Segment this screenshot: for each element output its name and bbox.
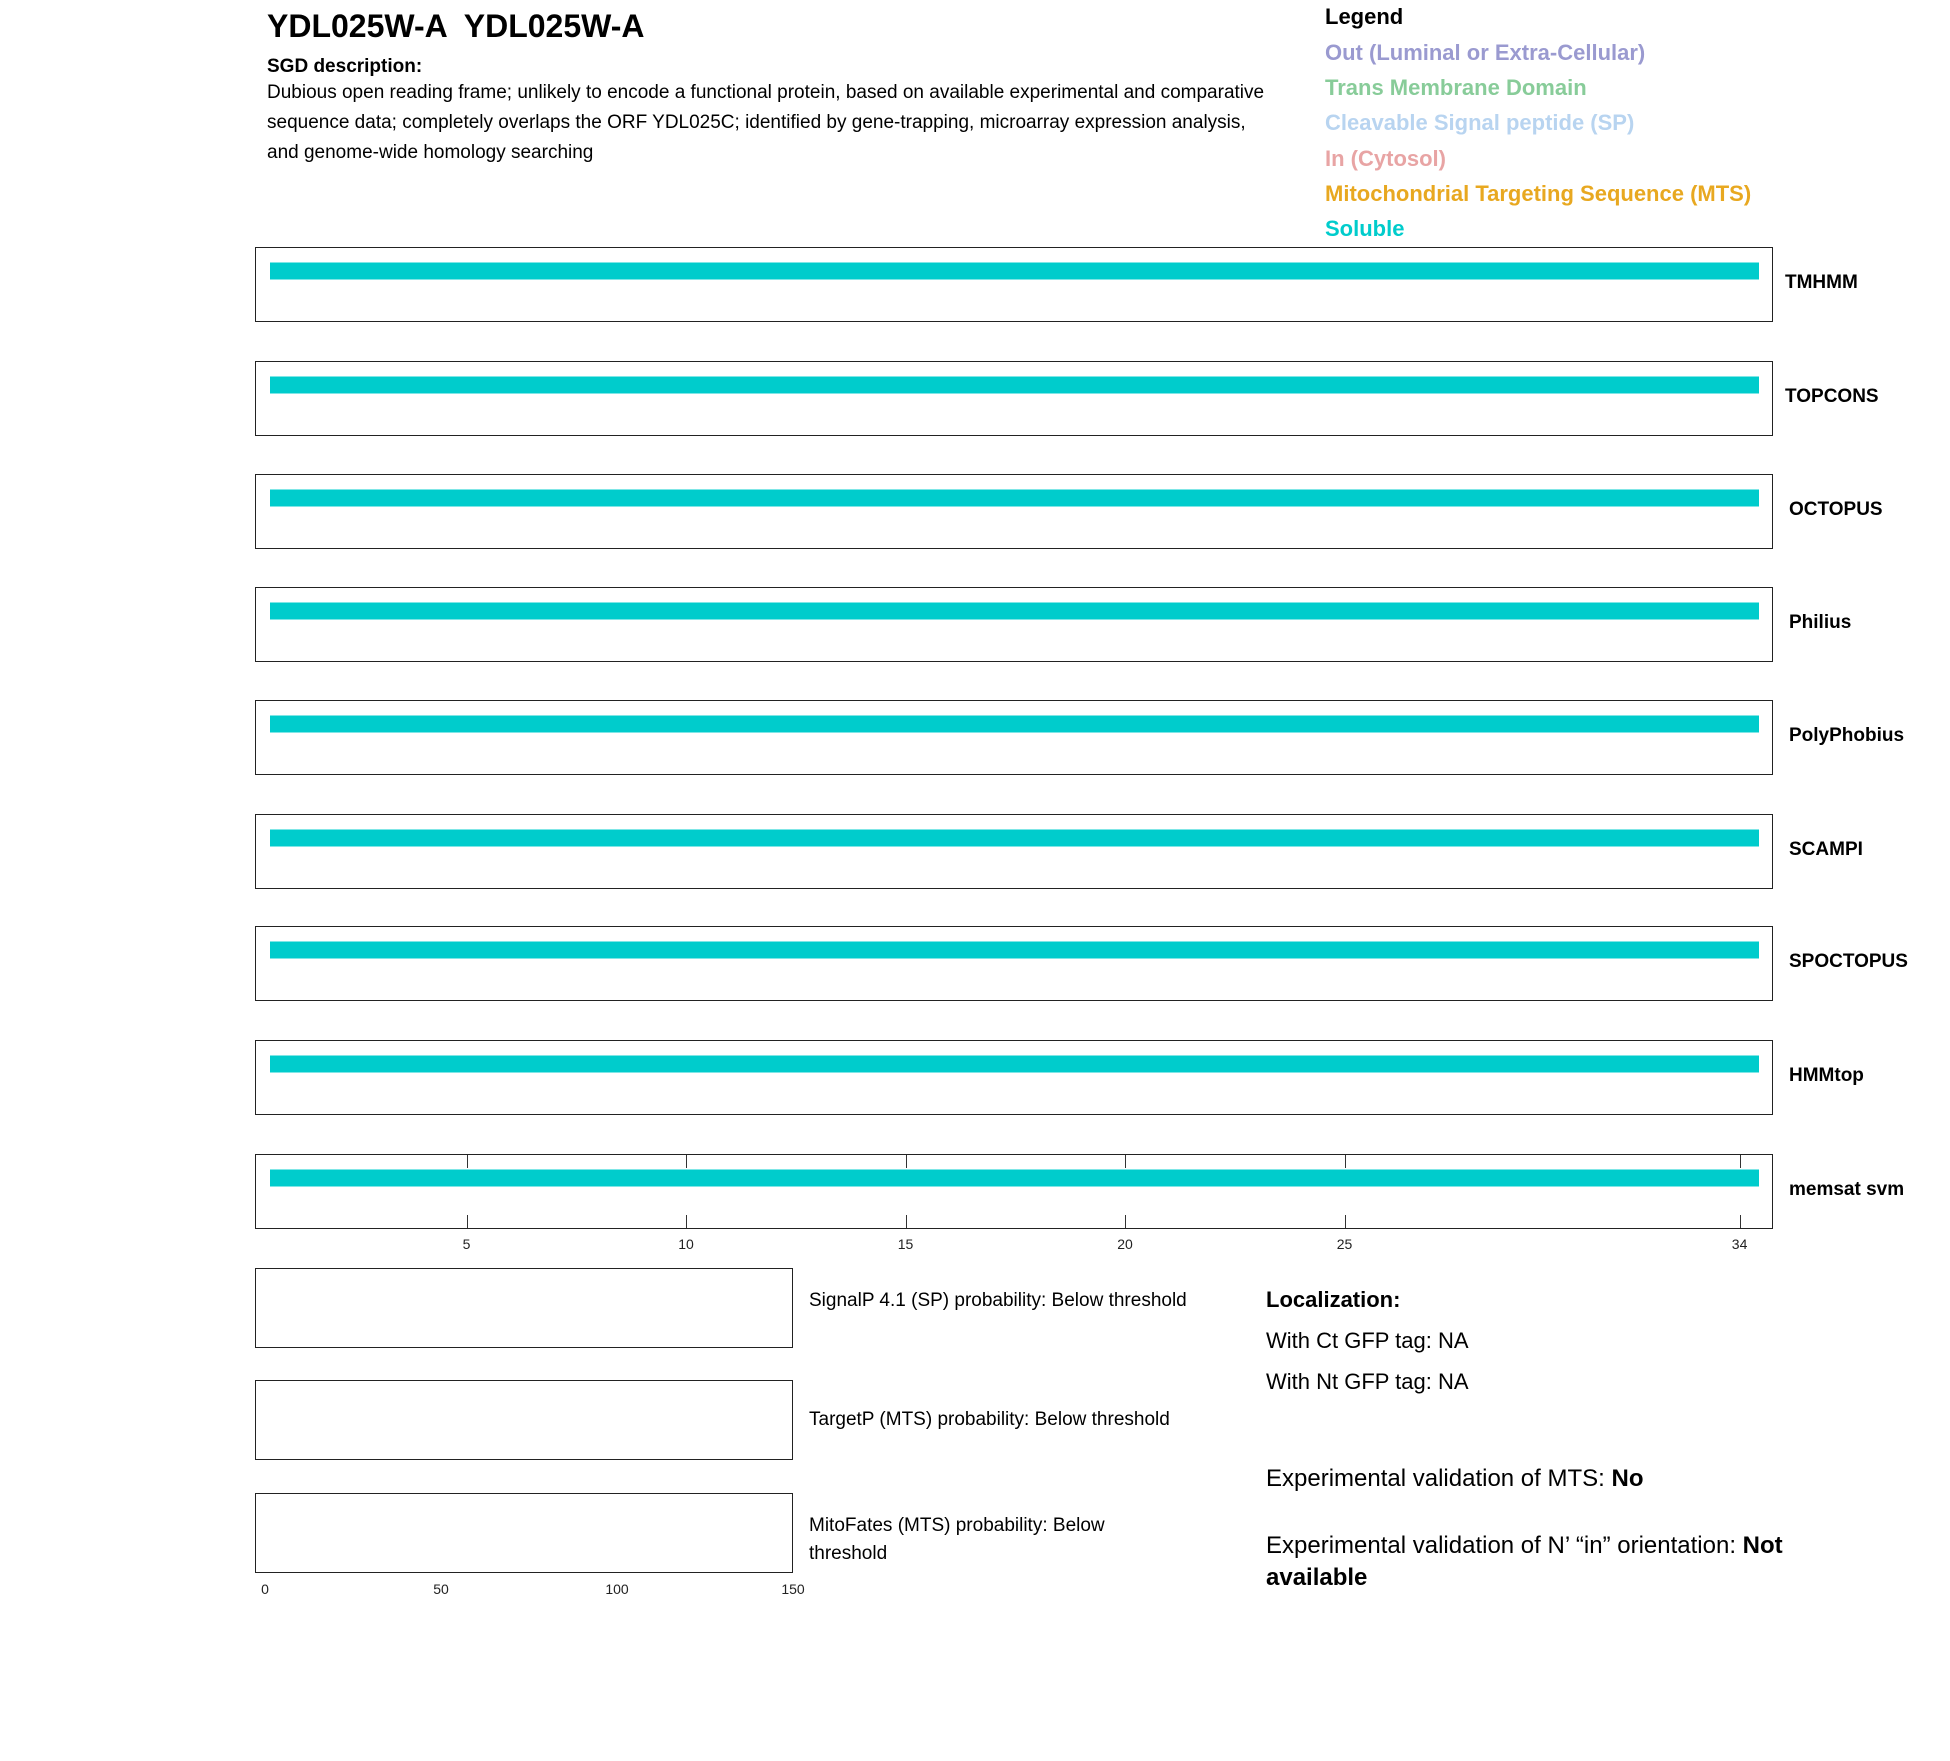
prob-x-tick-label: 0 [261, 1581, 269, 1597]
track-box [255, 361, 1773, 436]
sgd-heading: SGD description: [267, 56, 423, 77]
track-label: SPOCTOPUS [1789, 951, 1908, 972]
track-label: PolyPhobius [1789, 725, 1905, 746]
x-tick [466, 1155, 468, 1168]
legend-sp: Cleavable Signal peptide (SP) [1325, 110, 1635, 135]
x-tick-label: 25 [1336, 1236, 1353, 1252]
mitofates-text: MitoFates (MTS) probability: Below thres… [809, 1515, 1105, 1564]
prob-x-tick-label: 50 [433, 1581, 449, 1597]
targetp-text: TargetP (MTS) probability: Below thresho… [809, 1409, 1170, 1430]
track-segment-soluble [270, 262, 1759, 280]
track-box [255, 247, 1773, 322]
mitofates-box [255, 1493, 793, 1573]
legend-soluble: Soluble [1325, 216, 1405, 241]
x-tick [1739, 1215, 1741, 1228]
track-box [255, 474, 1773, 549]
legend-mts: Mitochondrial Targeting Sequence (MTS) [1325, 181, 1752, 206]
legend-out: Out (Luminal or Extra-Cellular) [1325, 40, 1646, 65]
orientation-validation: Experimental validation of N’ “in” orien… [1266, 1530, 1826, 1594]
legend-in: In (Cytosol) [1325, 146, 1446, 171]
track-segment-soluble [270, 1055, 1759, 1073]
track-label: TOPCONS [1785, 386, 1879, 407]
track-box [255, 1154, 1773, 1229]
track-segment-soluble [270, 376, 1759, 394]
track-label: memsat svm [1789, 1179, 1905, 1200]
x-tick-label: 10 [678, 1236, 694, 1252]
x-tick [1125, 1215, 1126, 1228]
x-tick-label: 15 [897, 1236, 914, 1252]
x-tick-label: 20 [1117, 1236, 1133, 1252]
track-box [255, 1040, 1773, 1115]
track-label: TMHMM [1785, 272, 1858, 293]
page-title: YDL025W-A YDL025W-A [267, 8, 645, 44]
legend-title: Legend [1325, 4, 1404, 29]
x-tick [1125, 1155, 1126, 1168]
x-tick [1344, 1155, 1346, 1168]
prob-x-tick-label: 150 [781, 1581, 805, 1597]
localization-heading: Localization: [1266, 1287, 1401, 1312]
track-segment-soluble [270, 715, 1759, 733]
x-tick-label: 34 [1731, 1236, 1748, 1252]
x-tick [1739, 1155, 1741, 1168]
x-tick [905, 1155, 907, 1168]
track-label: HMMtop [1789, 1065, 1864, 1086]
track-segment-soluble [270, 941, 1759, 959]
legend-tm: Trans Membrane Domain [1325, 75, 1587, 100]
track-box [255, 587, 1773, 662]
track-box [255, 814, 1773, 889]
orientation-validation-label: Experimental validation of N’ “in” orien… [1266, 1532, 1743, 1559]
mts-validation-value: No [1611, 1465, 1644, 1492]
track-label: Philius [1789, 612, 1852, 633]
targetp-box [255, 1380, 793, 1460]
track-segment-soluble [270, 829, 1759, 847]
sgd-description: Dubious open reading frame; unlikely to … [267, 82, 1265, 163]
localization-nt: With Nt GFP tag: NA [1266, 1369, 1469, 1394]
track-label: OCTOPUS [1789, 499, 1883, 520]
x-tick [466, 1215, 468, 1228]
mts-validation: Experimental validation of MTS: No [1266, 1463, 1826, 1495]
x-tick-label: 5 [462, 1236, 471, 1252]
track-box [255, 700, 1773, 775]
track-label: SCAMPI [1789, 839, 1863, 860]
orientation-validation-value: Not available [1266, 1532, 1783, 1591]
track-segment-soluble [270, 489, 1759, 507]
x-tick [686, 1155, 687, 1168]
localization-ct: With Ct GFP tag: NA [1266, 1328, 1469, 1353]
track-segment-soluble [270, 1169, 1759, 1187]
signalp-text: SignalP 4.1 (SP) probability: Below thre… [809, 1290, 1187, 1311]
x-tick [1344, 1215, 1346, 1228]
track-segment-soluble [270, 602, 1759, 620]
x-tick [686, 1215, 687, 1228]
signalp-box [255, 1268, 793, 1348]
prob-x-tick-label: 100 [605, 1581, 629, 1597]
track-box [255, 926, 1773, 1001]
x-tick [905, 1215, 907, 1228]
mts-validation-label: Experimental validation of MTS: [1266, 1465, 1612, 1492]
